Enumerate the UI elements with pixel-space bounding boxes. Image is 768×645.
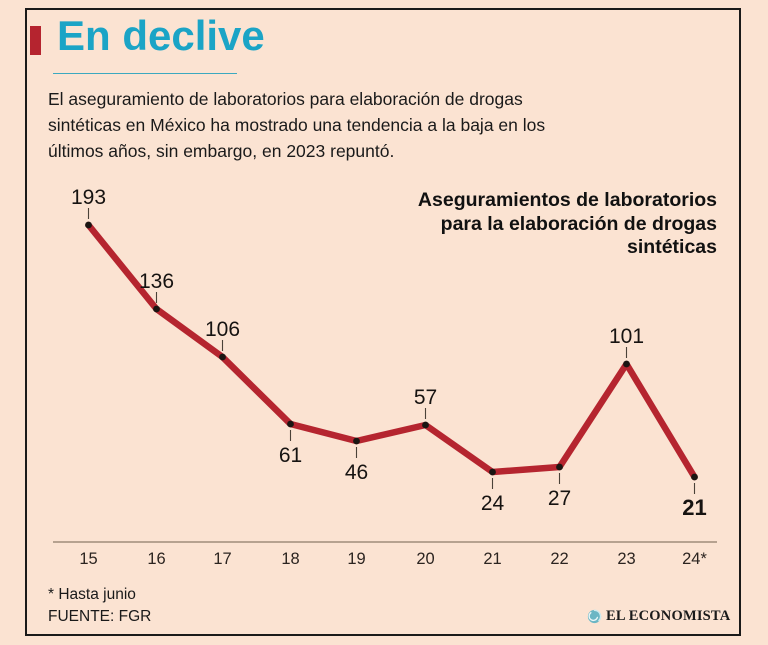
svg-text:27: 27 bbox=[548, 487, 571, 510]
svg-text:106: 106 bbox=[205, 318, 240, 341]
svg-text:21: 21 bbox=[682, 495, 706, 520]
svg-text:46: 46 bbox=[345, 461, 368, 484]
svg-text:61: 61 bbox=[279, 444, 302, 467]
svg-text:57: 57 bbox=[414, 386, 437, 409]
svg-text:24: 24 bbox=[481, 492, 505, 515]
svg-text:136: 136 bbox=[139, 270, 174, 293]
svg-text:193: 193 bbox=[71, 186, 106, 209]
svg-text:101: 101 bbox=[609, 325, 644, 348]
